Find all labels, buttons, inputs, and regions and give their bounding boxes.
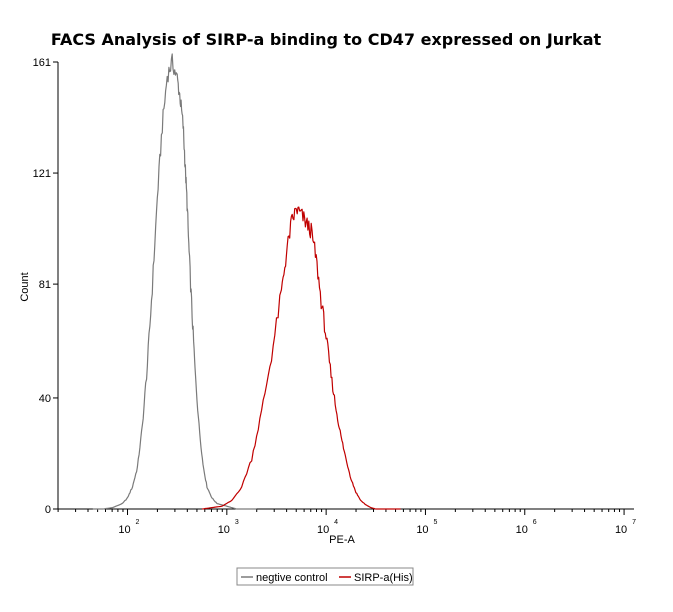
y-tick-label: 0: [45, 504, 51, 516]
y-tick-label: 40: [39, 393, 51, 405]
x-tick-exponent: 7: [632, 519, 636, 526]
chart-title: FACS Analysis of SIRP-a binding to CD47 …: [51, 30, 602, 49]
x-tick-label: 10: [615, 524, 627, 536]
x-tick-label: 10: [118, 524, 130, 536]
y-axis-label: Count: [19, 272, 31, 301]
x-tick-exponent: 3: [235, 519, 239, 526]
x-axis-ticks: 10 2 10 3 10 4 10 5 10 6 10 7: [57, 509, 636, 536]
x-tick-label: 10: [516, 524, 528, 536]
x-tick-label: 10: [218, 524, 230, 536]
x-tick-exponent: 2: [136, 519, 140, 526]
x-tick-exponent: 6: [533, 519, 537, 526]
legend-label-sirp-a-his: SIRP-a(His): [354, 572, 413, 584]
x-axis-label: PE-A: [329, 534, 355, 546]
legend-label-negative-control: negtive control: [256, 572, 328, 584]
y-tick-label: 161: [33, 57, 51, 69]
x-tick-exponent: 5: [433, 519, 437, 526]
series-layer: [92, 53, 401, 510]
legend-box: [236, 567, 414, 586]
y-axis-ticks: 0 40 81 121 161: [33, 57, 58, 516]
series-line-sirp-a-his: [201, 206, 401, 510]
axes: [57, 62, 634, 510]
series-line-negative-control: [92, 53, 257, 510]
x-tick-label: 10: [317, 524, 329, 536]
x-tick-label: 10: [416, 524, 428, 536]
legend: negtive control SIRP-a(His): [236, 567, 414, 586]
y-tick-label: 81: [39, 279, 51, 291]
x-tick-exponent: 4: [334, 519, 338, 526]
y-tick-label: 121: [33, 168, 51, 180]
